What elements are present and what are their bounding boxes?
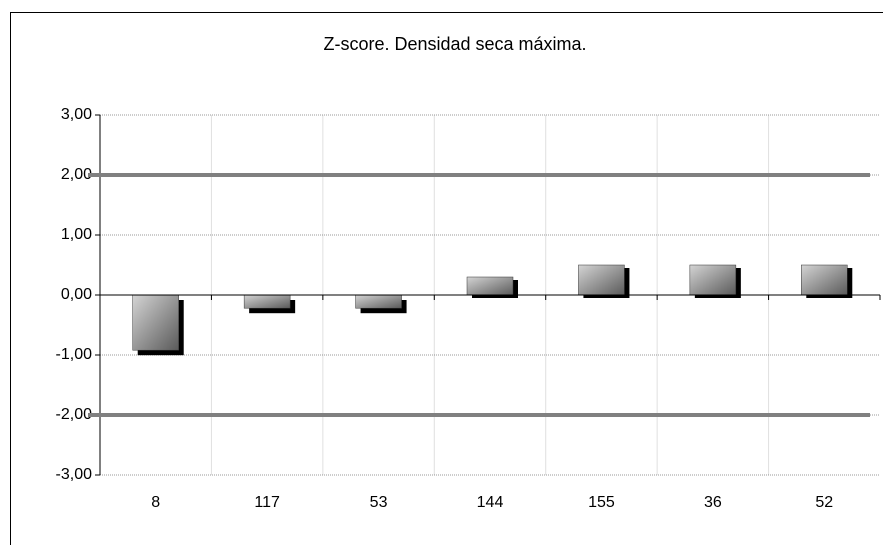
y-tick-label: -3,00 xyxy=(56,466,93,483)
chart-title: Z-score. Densidad seca máxima. xyxy=(323,34,586,54)
x-tick-label: 36 xyxy=(704,494,722,511)
bar xyxy=(355,294,402,309)
bar xyxy=(801,264,848,296)
y-tick-label: -2,00 xyxy=(56,406,93,423)
y-tick-label: 2,00 xyxy=(61,166,92,183)
x-tick-label: 8 xyxy=(151,494,160,511)
y-tick-label: 1,00 xyxy=(61,226,92,243)
x-tick-label: 53 xyxy=(370,494,388,511)
bar xyxy=(578,264,625,296)
bar xyxy=(243,294,291,309)
y-tick-label: 0,00 xyxy=(61,286,92,303)
x-tick-label: 52 xyxy=(815,494,833,511)
y-tick-label: 3,00 xyxy=(61,106,92,123)
y-tick-label: -1,00 xyxy=(56,346,93,363)
bar xyxy=(132,294,179,351)
bar xyxy=(689,264,737,296)
x-tick-label: 144 xyxy=(477,494,504,511)
bar xyxy=(466,276,514,296)
chart-frame xyxy=(10,12,883,545)
x-tick-label: 155 xyxy=(588,494,615,511)
x-tick-label: 117 xyxy=(254,494,280,511)
